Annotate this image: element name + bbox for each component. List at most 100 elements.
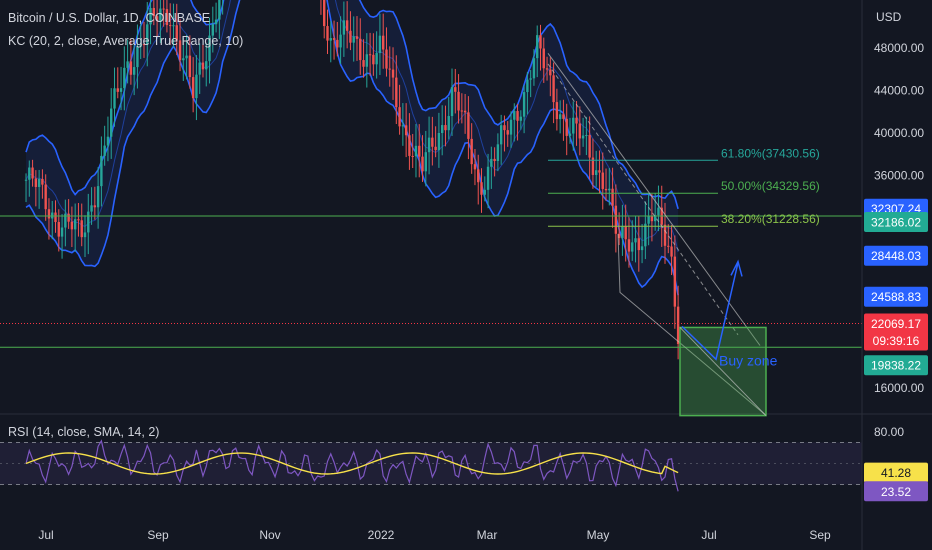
candle-body[interactable] bbox=[24, 179, 28, 181]
countdown-badge[interactable]: 09:39:16 bbox=[873, 334, 920, 348]
trendline-upper[interactable] bbox=[547, 53, 761, 346]
candle-body[interactable] bbox=[188, 55, 192, 78]
rsi-value-badge[interactable]: 41.28 bbox=[881, 466, 911, 480]
candle-body[interactable] bbox=[142, 44, 146, 46]
candle-body[interactable] bbox=[493, 158, 496, 162]
candle-body[interactable] bbox=[80, 220, 83, 238]
candle-body[interactable] bbox=[169, 25, 172, 27]
candle-body[interactable] bbox=[467, 112, 470, 139]
candle-body[interactable] bbox=[106, 136, 110, 146]
candle-body[interactable] bbox=[480, 182, 483, 195]
rsi-line[interactable] bbox=[25, 439, 679, 492]
candle-body[interactable] bbox=[37, 178, 41, 187]
candle-body[interactable] bbox=[499, 125, 503, 145]
candle-body[interactable] bbox=[503, 125, 506, 131]
candle-body[interactable] bbox=[650, 216, 654, 222]
candle-body[interactable] bbox=[457, 91, 460, 111]
candle-body[interactable] bbox=[362, 60, 365, 67]
buy-zone-label[interactable]: Buy zone bbox=[719, 352, 778, 368]
candle-body[interactable] bbox=[368, 54, 372, 56]
candle-body[interactable] bbox=[345, 20, 349, 31]
candle-body[interactable] bbox=[483, 189, 486, 195]
candle-body[interactable] bbox=[545, 68, 549, 70]
candle-body[interactable] bbox=[336, 39, 339, 48]
candle-body[interactable] bbox=[614, 205, 618, 234]
candle-body[interactable] bbox=[490, 158, 493, 167]
candle-body[interactable] bbox=[28, 167, 31, 180]
candle-body[interactable] bbox=[447, 116, 450, 131]
candle-body[interactable] bbox=[87, 211, 90, 233]
candle-body[interactable] bbox=[116, 88, 119, 92]
candle-body[interactable] bbox=[401, 125, 405, 127]
candle-body[interactable] bbox=[539, 35, 542, 49]
candle-body[interactable] bbox=[611, 188, 614, 206]
candle-body[interactable] bbox=[103, 145, 106, 156]
candle-body[interactable] bbox=[542, 48, 545, 69]
candle-body[interactable] bbox=[463, 110, 467, 113]
trendline-lower[interactable] bbox=[617, 233, 766, 415]
candle-body[interactable] bbox=[676, 306, 680, 344]
candle-body[interactable] bbox=[73, 219, 77, 230]
candle-body[interactable] bbox=[64, 213, 67, 228]
candle-body[interactable] bbox=[437, 132, 441, 151]
candle-body[interactable] bbox=[67, 213, 70, 222]
candle-body[interactable] bbox=[562, 114, 565, 119]
candle-body[interactable] bbox=[667, 245, 670, 247]
candle-body[interactable] bbox=[155, 16, 159, 21]
candle-body[interactable] bbox=[185, 55, 188, 59]
candle-body[interactable] bbox=[51, 212, 54, 219]
candle-body[interactable] bbox=[601, 172, 604, 189]
candle-body[interactable] bbox=[41, 178, 44, 185]
candle-body[interactable] bbox=[70, 221, 74, 230]
candle-body[interactable] bbox=[326, 26, 329, 41]
candle-body[interactable] bbox=[424, 152, 427, 172]
candle-body[interactable] bbox=[477, 169, 480, 183]
candle-body[interactable] bbox=[378, 35, 382, 54]
candle-body[interactable] bbox=[568, 133, 572, 136]
candle-body[interactable] bbox=[162, 8, 165, 10]
candle-body[interactable] bbox=[536, 35, 539, 59]
price-badge[interactable]: 19838.22 bbox=[871, 359, 921, 373]
candle-body[interactable] bbox=[572, 117, 575, 134]
candle-body[interactable] bbox=[673, 256, 677, 307]
candle-body[interactable] bbox=[126, 61, 129, 68]
candle-body[interactable] bbox=[444, 125, 447, 131]
candle-body[interactable] bbox=[165, 9, 169, 26]
candle-body[interactable] bbox=[119, 88, 123, 92]
candle-body[interactable] bbox=[526, 79, 529, 93]
candle-body[interactable] bbox=[581, 135, 585, 139]
candle-body[interactable] bbox=[621, 226, 624, 239]
candle-body[interactable] bbox=[349, 30, 352, 43]
price-badge[interactable]: 28448.03 bbox=[871, 249, 921, 263]
candle-body[interactable] bbox=[516, 111, 519, 121]
candle-body[interactable] bbox=[191, 77, 195, 99]
candle-body[interactable] bbox=[352, 36, 355, 43]
trendline-mid[interactable] bbox=[547, 63, 739, 336]
candle-body[interactable] bbox=[637, 238, 640, 251]
candle-body[interactable] bbox=[152, 8, 156, 17]
candle-body[interactable] bbox=[77, 219, 80, 221]
candle-body[interactable] bbox=[365, 54, 369, 67]
candle-body[interactable] bbox=[617, 233, 621, 239]
rsi-ma-line[interactable] bbox=[25, 452, 679, 475]
candle-body[interactable] bbox=[627, 239, 631, 252]
candle-body[interactable] bbox=[329, 38, 332, 41]
candle-body[interactable] bbox=[342, 20, 346, 35]
candle-body[interactable] bbox=[408, 135, 411, 156]
candle-body[interactable] bbox=[585, 135, 588, 137]
price-badge[interactable]: 24588.83 bbox=[871, 290, 921, 304]
candle-body[interactable] bbox=[96, 186, 100, 208]
candle-body[interactable] bbox=[565, 118, 568, 136]
candle-body[interactable] bbox=[339, 34, 342, 48]
candle-body[interactable] bbox=[653, 215, 657, 222]
candle-body[interactable] bbox=[332, 38, 336, 40]
candle-body[interactable] bbox=[644, 223, 647, 247]
rsi-pane[interactable] bbox=[0, 439, 862, 492]
candle-body[interactable] bbox=[434, 146, 437, 151]
candle-body[interactable] bbox=[506, 130, 509, 135]
candle-body[interactable] bbox=[450, 87, 454, 117]
candle-body[interactable] bbox=[578, 123, 582, 139]
candle-body[interactable] bbox=[175, 25, 178, 41]
candle-body[interactable] bbox=[391, 69, 395, 78]
price-badge[interactable]: 32186.02 bbox=[871, 216, 921, 230]
